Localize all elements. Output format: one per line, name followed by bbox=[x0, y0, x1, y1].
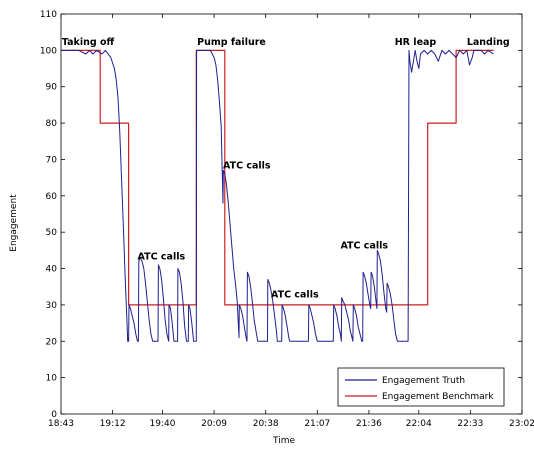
y-axis-label: Engagement bbox=[9, 194, 19, 252]
plot-area bbox=[60, 13, 523, 415]
y-tick-label: 10 bbox=[46, 374, 58, 384]
series-line-engagement-truth bbox=[61, 49, 494, 342]
annotation-label: ATC calls bbox=[138, 251, 186, 262]
x-tick-label: 19:40 bbox=[149, 419, 175, 429]
annotation-label: Landing bbox=[467, 37, 510, 48]
x-tick-label: 18:43 bbox=[48, 419, 74, 429]
y-tick-label: 40 bbox=[46, 265, 58, 275]
legend-label-benchmark: Engagement Benchmark bbox=[382, 392, 494, 402]
y-tick-label: 30 bbox=[46, 301, 58, 311]
x-tick-label: 23:02 bbox=[509, 419, 534, 429]
plot-frame bbox=[60, 13, 523, 415]
y-axis: 0 10 20 30 40 50 60 70 80 90 100 110 bbox=[40, 10, 522, 420]
x-tick-label: 20:09 bbox=[201, 419, 227, 429]
x-tick-label: 19:12 bbox=[100, 419, 126, 429]
legend-box bbox=[337, 367, 505, 407]
x-tick-label: 22:33 bbox=[457, 419, 483, 429]
annotation-label: HR leap bbox=[395, 37, 437, 48]
legend: Engagement Truth Engagement Benchmark bbox=[337, 367, 505, 407]
annotation-label: ATC calls bbox=[271, 290, 319, 301]
x-tick-label: 22:04 bbox=[406, 419, 432, 429]
x-axis: 18:43 19:12 19:40 20:09 20:38 21:07 21:36 22:04… bbox=[48, 14, 534, 429]
y-tick-label: 90 bbox=[46, 83, 58, 93]
annotation-label: ATC calls bbox=[223, 161, 271, 172]
y-tick-label: 70 bbox=[46, 155, 58, 165]
annotation-label: Pump failure bbox=[197, 37, 266, 48]
y-tick-label: 80 bbox=[46, 119, 58, 129]
series-layer bbox=[61, 49, 494, 342]
x-tick-label: 20:38 bbox=[253, 419, 279, 429]
y-tick-label: 60 bbox=[46, 192, 58, 202]
legend-label-truth: Engagement Truth bbox=[382, 376, 465, 386]
x-tick-label: 21:36 bbox=[356, 419, 382, 429]
annotation-label: Taking off bbox=[62, 37, 115, 48]
y-tick-label: 50 bbox=[46, 228, 58, 238]
y-tick-label: 0 bbox=[51, 410, 57, 420]
x-axis-label: Time bbox=[272, 436, 295, 446]
y-tick-label: 20 bbox=[46, 337, 58, 347]
annotations-layer: Taking off Pump failure ATC calls ATC calls… bbox=[62, 37, 510, 301]
annotation-label: ATC calls bbox=[340, 241, 388, 252]
y-tick-label: 100 bbox=[40, 46, 57, 56]
x-tick-label: 21:07 bbox=[304, 419, 330, 429]
y-tick-label: 110 bbox=[40, 10, 57, 20]
